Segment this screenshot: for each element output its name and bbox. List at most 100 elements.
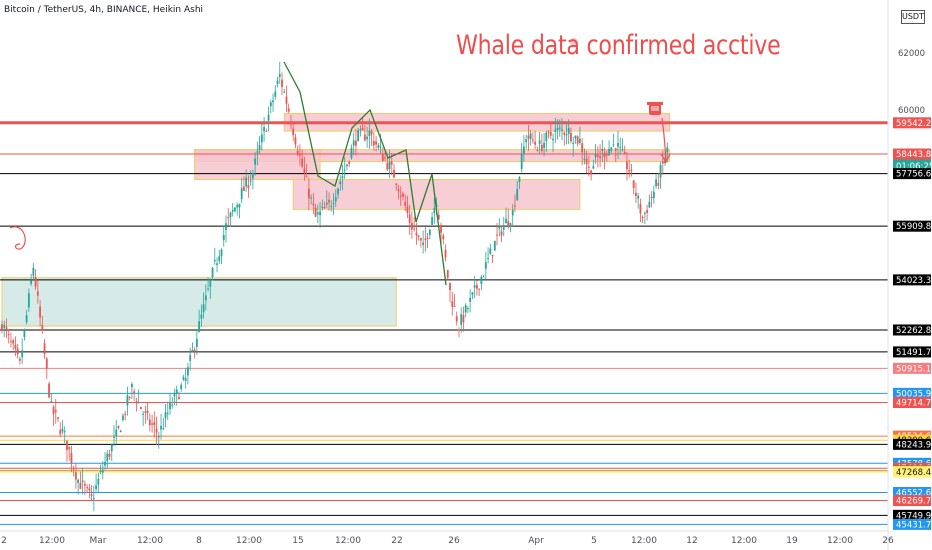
candle — [428, 228, 431, 239]
candle — [529, 129, 532, 146]
candle — [359, 125, 362, 137]
x-tick-label: 12:00 — [731, 536, 757, 546]
candle — [612, 133, 615, 148]
candle — [182, 374, 185, 382]
candle — [139, 406, 142, 410]
candle — [368, 118, 371, 149]
price-level-tag: 51491.77 — [893, 346, 932, 358]
candle — [576, 135, 579, 147]
candle — [377, 143, 380, 151]
price-level-tag: 54023.32 — [893, 274, 932, 286]
price-level-value: 58443.87 — [896, 150, 932, 160]
candle — [433, 197, 436, 224]
candle — [339, 175, 342, 191]
candle — [583, 148, 586, 165]
x-tick-label: 8 — [196, 536, 202, 546]
candle — [61, 419, 64, 435]
candle — [240, 178, 243, 204]
candle — [36, 280, 39, 304]
candle — [514, 194, 516, 213]
candle — [216, 257, 218, 273]
candle — [238, 203, 241, 219]
candle — [281, 72, 283, 96]
x-tick-label: 12:00 — [39, 536, 65, 546]
candle — [471, 292, 474, 300]
candle — [619, 137, 622, 154]
price-level-tag: 45431.79 — [893, 518, 932, 530]
candle — [507, 208, 510, 229]
candle — [14, 336, 17, 357]
candle — [363, 124, 366, 142]
candle — [299, 144, 301, 166]
candle — [307, 177, 310, 210]
candle — [263, 117, 265, 142]
candle — [500, 225, 503, 243]
candle — [227, 208, 230, 226]
x-tick-label: 12:00 — [137, 536, 163, 546]
candle — [516, 180, 519, 202]
candle — [493, 240, 496, 251]
candle — [301, 149, 304, 169]
candle — [393, 163, 395, 178]
candle — [451, 291, 454, 316]
x-axis-ticks[interactable]: 2 12:00 Mar 12:00 8 12:00 15 12:00 22 26 Apr 5 12:00… — [1, 536, 894, 546]
candle — [16, 343, 19, 359]
candle — [86, 484, 89, 493]
x-tick-label: 12 — [686, 536, 697, 546]
candle — [543, 132, 545, 157]
x-tick-label: Mar — [90, 536, 107, 546]
candle — [124, 410, 127, 421]
candle — [319, 202, 321, 228]
price-level-tag: 52262.87 — [893, 324, 932, 336]
candle — [502, 217, 505, 237]
candle — [446, 269, 449, 281]
candle — [406, 195, 409, 219]
candle — [27, 288, 30, 312]
candle — [375, 135, 377, 152]
price-level-value: 57756.68 — [896, 170, 932, 180]
candle — [453, 293, 456, 307]
candle — [603, 147, 606, 170]
candle — [346, 163, 348, 170]
candle — [413, 216, 416, 232]
candle — [144, 405, 147, 424]
candle — [99, 464, 102, 475]
candle — [540, 133, 543, 153]
candle — [549, 123, 552, 140]
candle — [128, 396, 131, 401]
candle — [12, 338, 15, 350]
candle — [402, 191, 404, 201]
candle — [437, 209, 440, 220]
candle — [75, 463, 77, 489]
candle — [305, 163, 308, 178]
candle — [269, 99, 272, 114]
candle — [536, 146, 539, 152]
y-axis-ticks[interactable]: 62000 60000 — [898, 49, 925, 116]
x-tick-label: 22 — [391, 536, 402, 546]
candle — [169, 393, 171, 415]
candle — [491, 254, 494, 264]
candle — [623, 145, 626, 155]
candle — [43, 339, 46, 359]
candle — [341, 164, 344, 191]
candle — [473, 275, 476, 299]
candle — [561, 117, 563, 141]
price-level-value: 49714.76 — [896, 399, 932, 409]
currency-badge[interactable]: USDT — [901, 10, 925, 24]
candle — [525, 134, 528, 149]
candle — [41, 315, 44, 334]
candle — [545, 131, 548, 153]
candle — [547, 130, 550, 139]
candle — [554, 117, 557, 143]
price-level-value: 48243.93 — [896, 440, 932, 450]
candle — [639, 198, 642, 223]
x-tick-label: Apr — [528, 536, 544, 546]
candle — [131, 382, 133, 400]
candle — [83, 480, 86, 495]
candle — [455, 311, 458, 326]
candle — [88, 483, 91, 499]
candle — [462, 306, 465, 332]
price-level-value: 46552.64 — [896, 489, 932, 499]
candle — [162, 418, 165, 431]
